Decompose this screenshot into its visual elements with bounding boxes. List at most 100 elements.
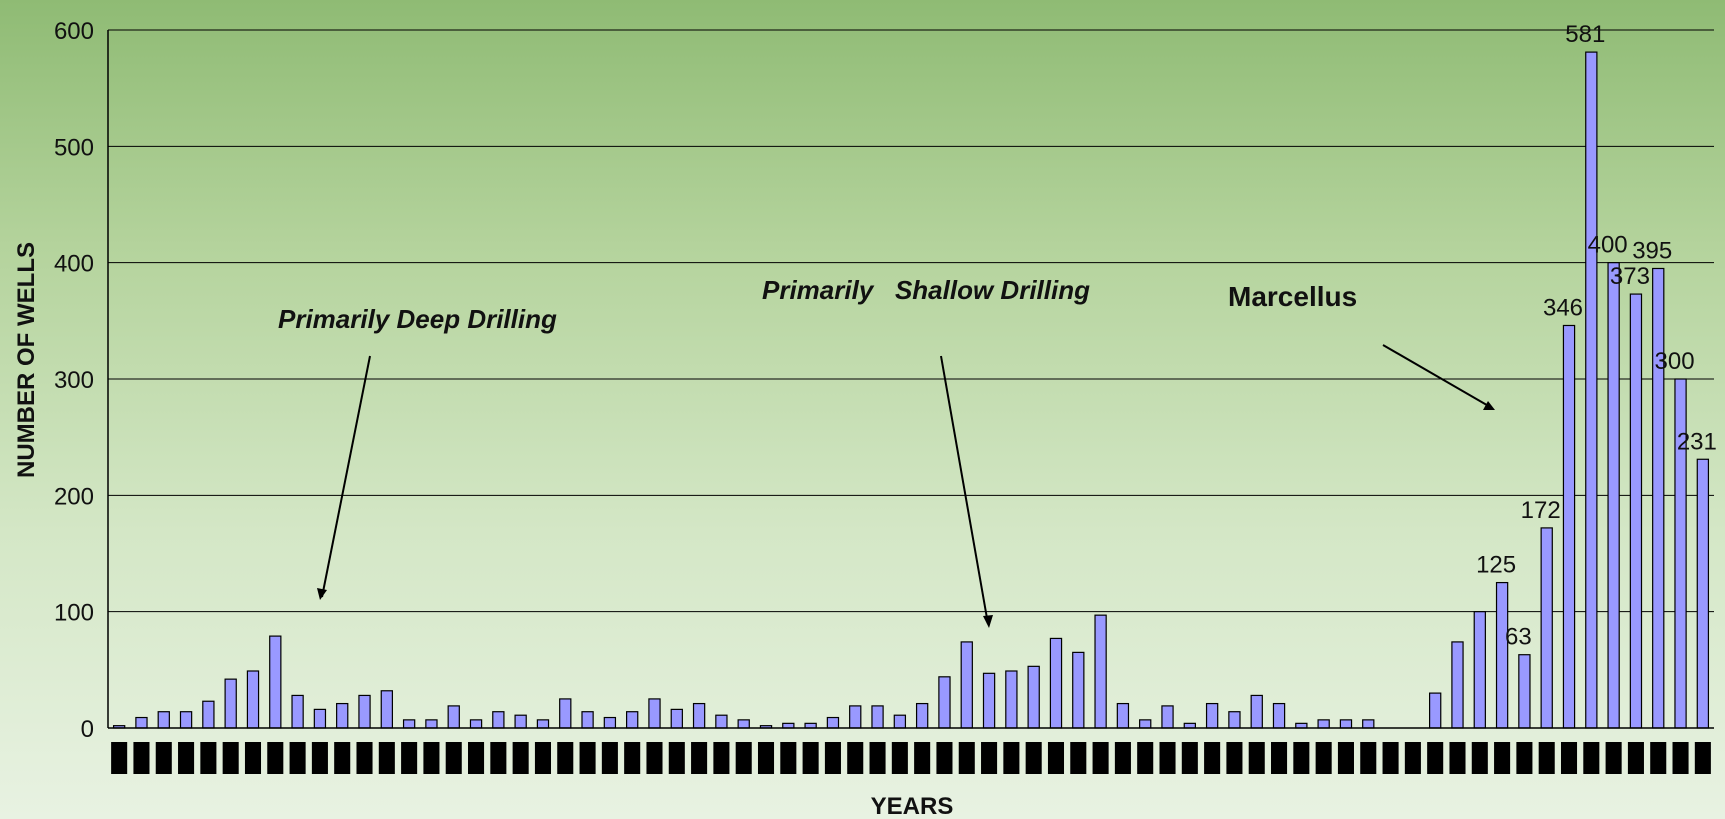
y-tick-label: 100 bbox=[54, 600, 94, 627]
y-tick-label: 600 bbox=[54, 18, 94, 45]
y-tick-label: 500 bbox=[54, 134, 94, 161]
bar bbox=[269, 635, 282, 729]
bar bbox=[737, 719, 750, 729]
bar bbox=[692, 702, 706, 729]
x-category-label bbox=[200, 742, 217, 774]
bar bbox=[425, 719, 438, 729]
x-category-label bbox=[311, 742, 328, 774]
x-category-label bbox=[1672, 742, 1689, 774]
arrow-deep-drilling bbox=[321, 355, 371, 598]
x-category-label bbox=[1092, 742, 1109, 774]
bar bbox=[1139, 719, 1152, 729]
y-tick-label: 300 bbox=[54, 367, 94, 394]
gridlines bbox=[108, 29, 1714, 613]
x-category-label bbox=[869, 742, 886, 774]
x-category-label bbox=[1694, 742, 1711, 774]
x-category-label bbox=[178, 742, 195, 774]
x-category-label bbox=[468, 742, 485, 774]
x-category-label bbox=[267, 742, 284, 774]
data-label: 63 bbox=[1505, 624, 1532, 651]
bar bbox=[1228, 711, 1241, 729]
data-label: 373 bbox=[1610, 263, 1650, 290]
x-category-label bbox=[490, 742, 507, 774]
x-category-label bbox=[133, 742, 150, 774]
bar bbox=[1049, 637, 1063, 729]
bar bbox=[871, 705, 884, 729]
y-tick-label: 400 bbox=[54, 251, 94, 278]
x-category-label bbox=[557, 742, 574, 774]
x-category-label bbox=[1159, 742, 1176, 774]
bar bbox=[1629, 293, 1643, 729]
x-category-label bbox=[646, 742, 663, 774]
x-category-label bbox=[423, 742, 440, 774]
x-category-label bbox=[1650, 742, 1667, 774]
bar bbox=[938, 676, 951, 729]
x-category-label bbox=[1337, 742, 1354, 774]
bar bbox=[1585, 51, 1598, 729]
bar bbox=[670, 708, 683, 729]
y-tick-label: 0 bbox=[81, 716, 94, 743]
arrowhead-shallow-drilling bbox=[983, 615, 993, 628]
y-tick-labels: 0 100 200 300 400 500 600 bbox=[54, 18, 94, 743]
x-category-label bbox=[1538, 742, 1555, 774]
bar bbox=[1362, 719, 1375, 729]
bar bbox=[603, 716, 617, 729]
data-label: 400 bbox=[1588, 232, 1628, 259]
bar bbox=[581, 711, 594, 729]
bar bbox=[1607, 262, 1620, 729]
bar bbox=[179, 711, 193, 729]
x-category-label bbox=[1248, 742, 1265, 774]
bar bbox=[1161, 705, 1174, 729]
bar bbox=[202, 700, 215, 729]
x-category-label bbox=[1025, 742, 1042, 774]
bar bbox=[1116, 702, 1130, 729]
bar bbox=[291, 694, 304, 729]
x-category-label bbox=[401, 742, 418, 774]
bar bbox=[1205, 702, 1219, 729]
x-category-label bbox=[1271, 742, 1288, 774]
x-category-label bbox=[534, 742, 551, 774]
x-category-label bbox=[691, 742, 708, 774]
x-category-label bbox=[378, 742, 395, 774]
bars bbox=[112, 51, 1710, 729]
bar bbox=[1005, 670, 1018, 729]
x-category-label bbox=[981, 742, 998, 774]
bar bbox=[469, 719, 483, 729]
x-category-label bbox=[668, 742, 685, 774]
bar bbox=[224, 678, 237, 729]
bar bbox=[336, 702, 349, 729]
x-category-label bbox=[1627, 742, 1644, 774]
bar bbox=[626, 711, 639, 729]
bar bbox=[1027, 665, 1040, 729]
x-category-label bbox=[1315, 742, 1332, 774]
x-category-label bbox=[735, 742, 752, 774]
x-category-label bbox=[1605, 742, 1622, 774]
x-category-label bbox=[624, 742, 641, 774]
bar bbox=[826, 716, 840, 729]
data-label: 231 bbox=[1677, 428, 1717, 455]
annotation-shallow-drilling: Primarily Shallow Drilling bbox=[762, 275, 1090, 305]
bar bbox=[157, 711, 170, 729]
bar bbox=[1339, 719, 1353, 729]
x-category-label bbox=[1293, 742, 1310, 774]
x-category-label bbox=[713, 742, 730, 774]
x-category-label bbox=[111, 742, 128, 774]
bar bbox=[313, 708, 327, 729]
x-category-label bbox=[289, 742, 306, 774]
x-category-label bbox=[1070, 742, 1087, 774]
bar bbox=[135, 716, 148, 729]
bar bbox=[960, 641, 973, 729]
bar bbox=[380, 690, 393, 729]
x-category-label bbox=[1560, 742, 1578, 774]
x-category-label bbox=[847, 742, 864, 774]
data-label: 581 bbox=[1565, 21, 1605, 48]
x-category-label bbox=[445, 742, 462, 774]
x-category-label bbox=[802, 742, 819, 774]
bar bbox=[402, 719, 416, 729]
x-category-label bbox=[222, 742, 239, 774]
arrowhead-marcellus bbox=[1483, 401, 1495, 410]
x-category-label bbox=[1449, 742, 1466, 774]
x-category-label bbox=[1114, 742, 1131, 774]
